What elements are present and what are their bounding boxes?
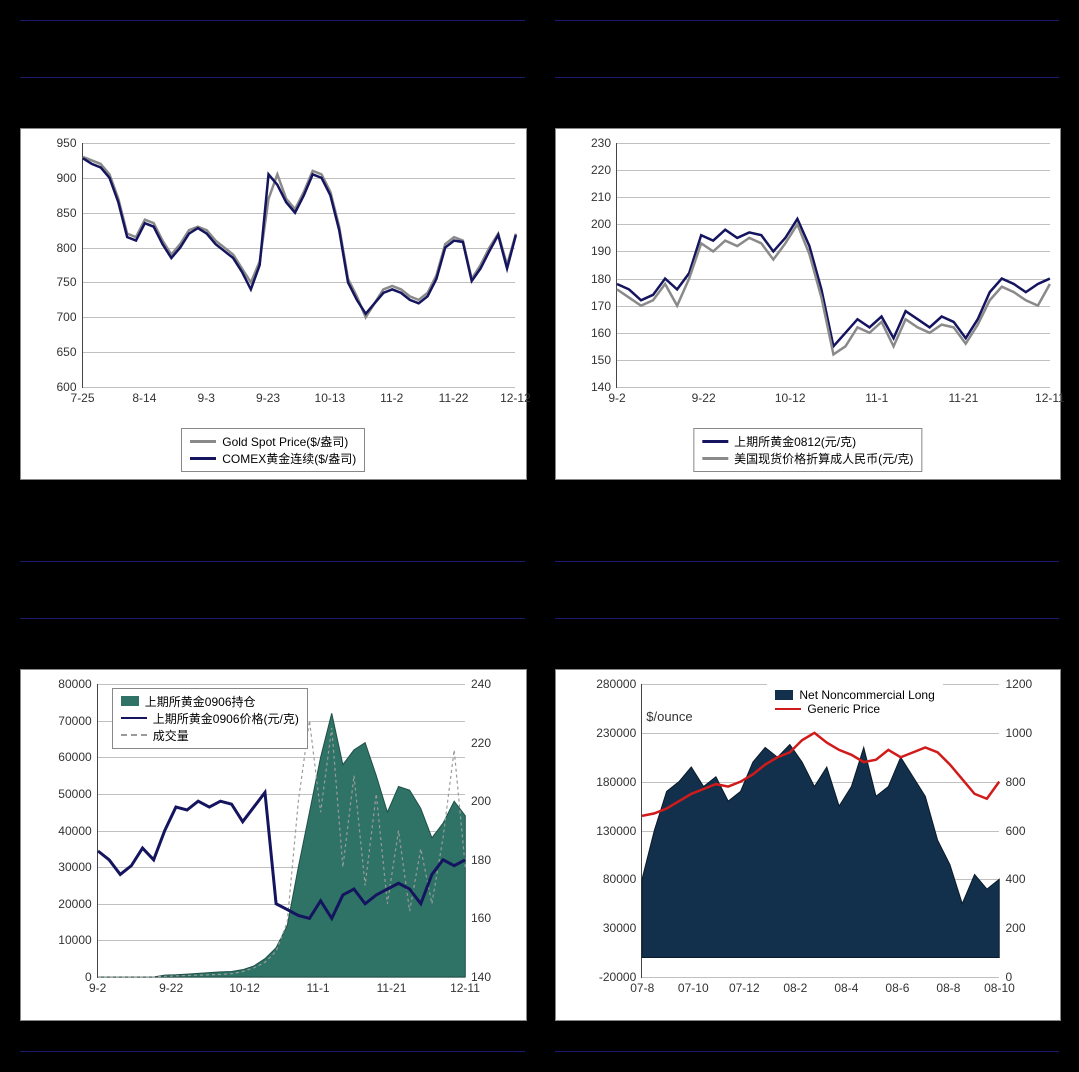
divider-bot-3 (20, 1051, 525, 1052)
x-tick-label: 7-25 (71, 387, 95, 405)
legend-label: 成交量 (153, 727, 189, 744)
x-tick-label: 12-11 (450, 977, 480, 995)
x-tick-label: 8-14 (132, 387, 156, 405)
y-tick-label: 900 (57, 171, 83, 185)
legend-label: 美国现货价格折算成人民币(元/克) (734, 450, 913, 467)
x-tick-label: 07-10 (678, 977, 709, 995)
y-tick-label: 160 (591, 326, 617, 340)
y-tick-label: 130000 (596, 824, 642, 838)
x-tick-label: 11-1 (865, 387, 888, 405)
y-tick-label: 650 (57, 345, 83, 359)
y2-tick-label: 1200 (999, 677, 1032, 691)
divider-mid-2 (555, 77, 1060, 78)
legend: 上期所黄金0906持仓上期所黄金0906价格(元/克)成交量 (112, 688, 308, 749)
y-tick-label: 10000 (58, 933, 97, 947)
legend: Gold Spot Price($/盎司)COMEX黄金连续($/盎司) (181, 428, 365, 472)
x-tick-label: 9-22 (159, 977, 183, 995)
legend-label: Generic Price (807, 702, 880, 716)
y2-tick-label: 600 (999, 824, 1025, 838)
legend-label: 上期所黄金0906持仓 (145, 693, 256, 710)
y2-tick-label: 200 (999, 921, 1025, 935)
x-tick-label: 9-23 (256, 387, 280, 405)
chart-shfe-gold-rmb: 1401501601701801902002102202309-29-2210-… (555, 128, 1062, 480)
chart-shfe-0906-volume: 0100002000030000400005000060000700008000… (20, 669, 527, 1021)
y-tick-label: 700 (57, 310, 83, 324)
x-tick-label: 11-22 (439, 387, 469, 405)
x-tick-label: 11-1 (306, 977, 329, 995)
x-tick-label: 12-11 (1035, 387, 1065, 405)
x-tick-label: 07-12 (729, 977, 760, 995)
y2-tick-label: 240 (465, 677, 491, 691)
cell-chart4: -200003000080000130000180000230000280000… (555, 561, 1060, 1052)
x-tick-label: 07-8 (630, 977, 654, 995)
x-tick-label: 10-13 (315, 387, 346, 405)
y2-tick-label: 1000 (999, 726, 1032, 740)
divider-mid-1 (20, 77, 525, 78)
chart-net-noncommercial-long: -200003000080000130000180000230000280000… (555, 669, 1062, 1021)
x-tick-label: 11-2 (380, 387, 403, 405)
x-tick-label: 12-12 (500, 387, 531, 405)
x-tick-label: 9-22 (692, 387, 716, 405)
y2-tick-label: 800 (999, 775, 1025, 789)
legend-label: 上期所黄金0812(元/克) (734, 433, 856, 450)
y2-tick-label: 400 (999, 872, 1025, 886)
x-tick-label: 08-2 (783, 977, 807, 995)
x-tick-label: 10-12 (775, 387, 806, 405)
y2-tick-label: 220 (465, 736, 491, 750)
y-tick-label: 230 (591, 136, 617, 150)
y2-tick-label: 200 (465, 794, 491, 808)
legend-label: COMEX黄金连续($/盎司) (222, 450, 356, 467)
y-tick-label: 800 (57, 241, 83, 255)
x-tick-label: 9-2 (89, 977, 106, 995)
y-tick-label: 950 (57, 136, 83, 150)
legend-label: Gold Spot Price($/盎司) (222, 433, 348, 450)
x-tick-label: 9-3 (198, 387, 215, 405)
y-tick-label: 750 (57, 275, 83, 289)
legend: Net Noncommercial LongGeneric Price (767, 684, 942, 720)
divider-bot-4 (555, 1051, 1060, 1052)
y-tick-label: 60000 (58, 750, 97, 764)
charts-grid: 600 650 700 750 800 850 900 950 7-25 8-14 9-3 9-23 1… (20, 20, 1059, 1052)
chart-gold-spot-comex: 6006507007508008509009507-258-149-39-231… (20, 128, 527, 480)
cell-chart2: 1401501601701801902002102202309-29-2210-… (555, 20, 1060, 511)
y-tick-label: 200 (591, 217, 617, 231)
cell-chart1: 6006507007508008509009507-258-149-39-231… (20, 20, 525, 511)
y-tick-label: 280000 (596, 677, 642, 691)
x-tick-label: 10-12 (229, 977, 260, 995)
x-tick-label: 08-10 (984, 977, 1015, 995)
y-tick-label: 30000 (603, 921, 642, 935)
y-tick-label: 80000 (58, 677, 97, 691)
y-tick-label: 180000 (596, 775, 642, 789)
cell-chart3: 0100002000030000400005000060000700008000… (20, 561, 525, 1052)
y-tick-label: 850 (57, 206, 83, 220)
y2-tick-label: 160 (465, 911, 491, 925)
legend-label: Net Noncommercial Long (799, 688, 934, 702)
y-tick-label: 30000 (58, 860, 97, 874)
y-tick-label: 220 (591, 163, 617, 177)
x-tick-label: 08-8 (936, 977, 960, 995)
axis-unit-label: $/ounce (646, 709, 692, 724)
x-tick-label: 08-6 (885, 977, 909, 995)
y-tick-label: 70000 (58, 714, 97, 728)
divider-mid-3 (20, 618, 525, 619)
x-tick-label: 08-4 (834, 977, 858, 995)
x-tick-label: 11-21 (377, 977, 407, 995)
y2-tick-label: 180 (465, 853, 491, 867)
y-tick-label: 230000 (596, 726, 642, 740)
y-tick-label: 20000 (58, 897, 97, 911)
divider-mid-4 (555, 618, 1060, 619)
y-tick-label: 40000 (58, 824, 97, 838)
y-tick-label: 50000 (58, 787, 97, 801)
y-tick-label: 150 (591, 353, 617, 367)
y-tick-label: 180 (591, 272, 617, 286)
legend-label: 上期所黄金0906价格(元/克) (153, 710, 299, 727)
y-tick-label: 210 (591, 190, 617, 204)
y-tick-label: 190 (591, 244, 617, 258)
x-tick-label: 11-21 (948, 387, 978, 405)
legend: 上期所黄金0812(元/克)美国现货价格折算成人民币(元/克) (693, 428, 922, 472)
x-tick-label: 9-2 (608, 387, 625, 405)
y-tick-label: 80000 (603, 872, 642, 886)
y-tick-label: 170 (591, 299, 617, 313)
